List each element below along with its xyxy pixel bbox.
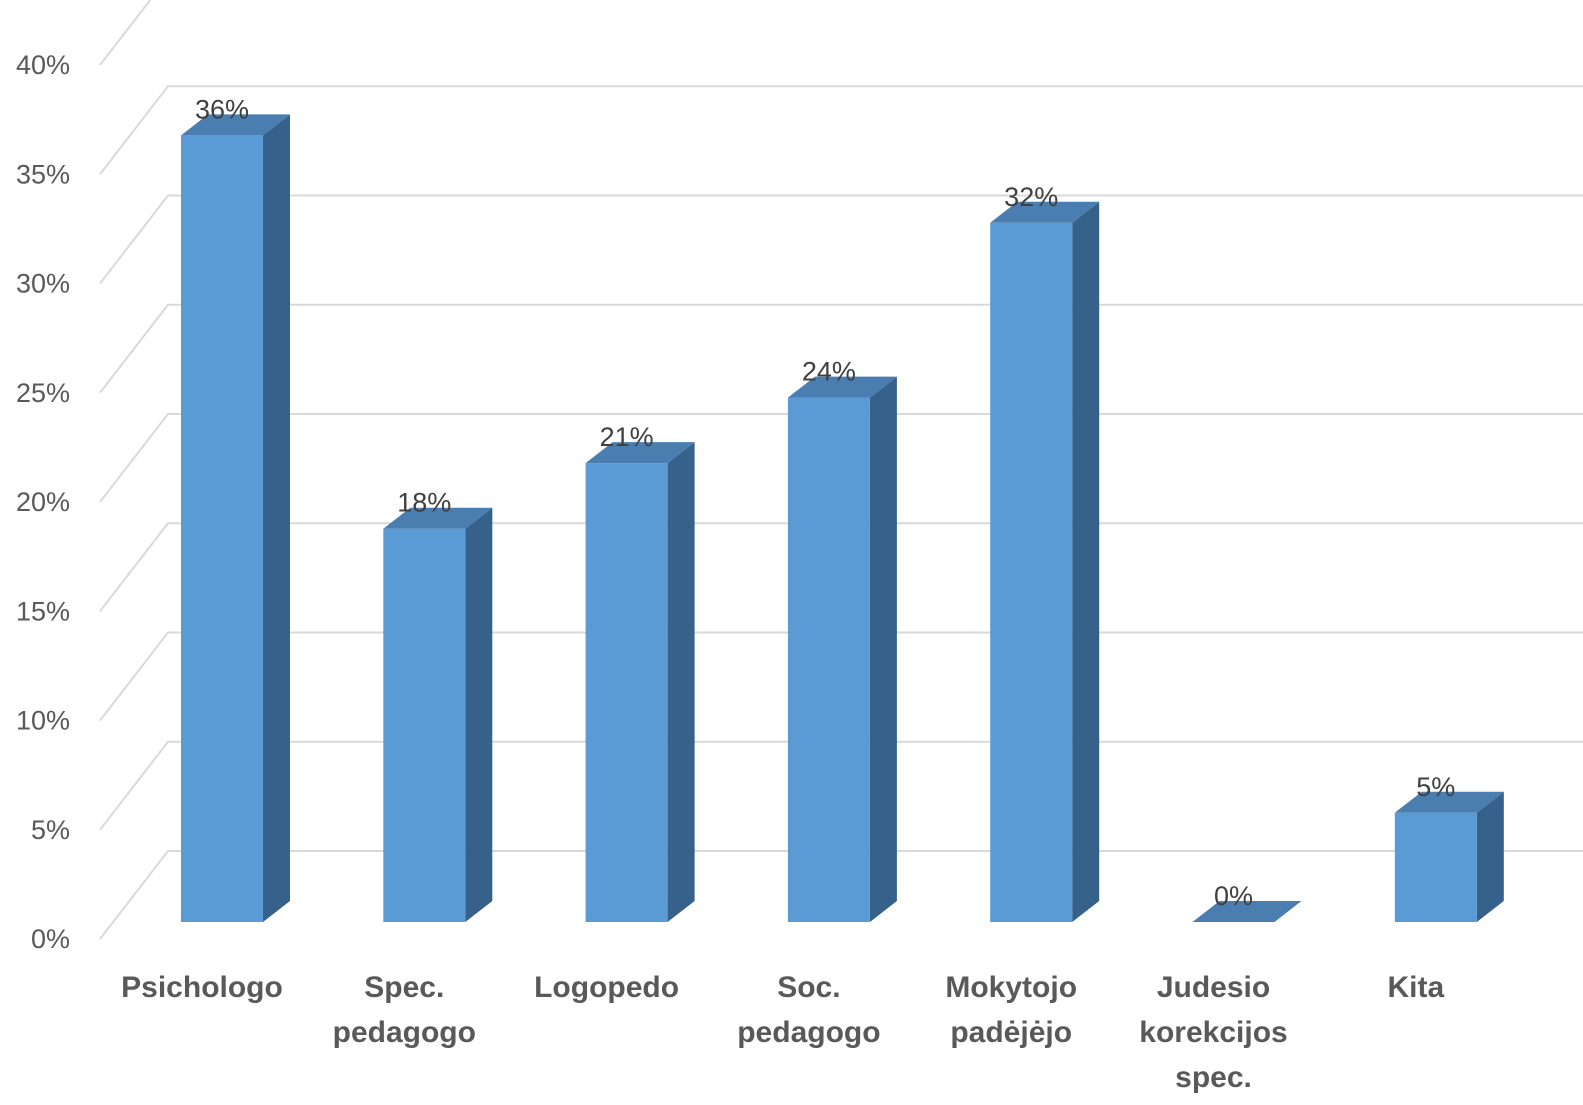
y-tick-label: 35% [16,159,70,189]
bar-top-face [585,442,695,464]
bar-top-face [181,114,290,136]
bar [787,376,897,923]
data-label: 32% [1004,182,1058,212]
bar-side-face [465,507,493,922]
category-label: Spec. pedagogo [333,971,476,1049]
y-tick-label: 15% [16,596,70,626]
bar-top-face [1192,901,1302,922]
data-label: 0% [1214,881,1253,911]
y-tick-label: 0% [31,924,70,954]
bar-front-face [383,528,466,922]
bar-side-face [263,114,290,922]
bar-top-face [990,201,1100,223]
bar-front-face [181,135,263,922]
gridline [99,850,1583,940]
bar-top-face [383,507,493,529]
y-tick-label: 5% [31,815,70,845]
category-label: Logopedo [534,971,679,1004]
category-label: Soc. pedagogo [737,971,880,1049]
data-label: 21% [600,422,654,452]
gridline [99,522,1583,612]
bar [585,442,695,922]
y-tick-label: 40% [16,50,70,80]
gridline [99,631,1583,722]
bar-side-face [1476,791,1504,922]
y-axis-tick-labels: 0% 5% 10% 15% 20% 25% 30% 35% 40% [16,50,70,954]
bar-side-face [667,442,695,922]
x-axis-category-labels: Psichologo Spec. pedagogo Logopedo Soc. pedag… [121,971,1444,1094]
data-labels: 36% 18% 21% 24% 32% 0% 5% [195,94,1455,911]
category-label: Kita [1387,971,1444,1004]
category-label: Psichologo [121,971,283,1004]
bar-front-face [585,463,668,922]
category-label: Judesio korekcijos spec. [1139,971,1287,1094]
gridline [99,0,152,66]
bar-top-face [1394,791,1504,813]
bar-front-face [1394,812,1477,922]
y-tick-label: 25% [16,378,70,408]
bar-side-face [1072,201,1100,923]
category-label: Mokytojo padėjėjo [945,971,1077,1049]
y-tick-label: 20% [16,487,70,517]
bar-front-face [990,222,1073,923]
data-label: 5% [1416,772,1455,802]
gridline [99,194,1583,285]
bars [181,114,1504,923]
y-tick-label: 30% [16,269,70,299]
data-label: 36% [195,94,249,124]
data-label: 24% [802,357,856,387]
bar-side-face [869,376,897,923]
gridline [99,85,1583,175]
data-label: 18% [397,488,451,518]
gridline [99,413,1583,503]
bar-front-face [787,397,870,923]
bar [383,507,493,922]
gridline [99,740,1583,831]
gridline [99,303,1583,394]
y-tick-label: 10% [16,706,70,736]
gridlines [99,0,1583,940]
bar [1192,901,1302,922]
bar [181,114,290,922]
bar [990,201,1100,923]
bar [1394,791,1504,922]
bar-top-face [787,376,897,398]
